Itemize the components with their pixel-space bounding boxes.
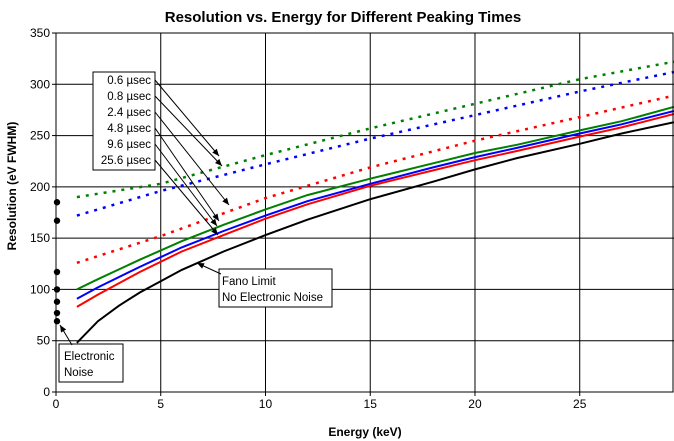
x-tick-label: 15	[364, 397, 378, 411]
electronic-noise-point	[53, 318, 61, 325]
series-line-4-8-sec	[76, 105, 674, 291]
electronic-noise-box	[58, 343, 124, 383]
electronic-noise-point	[53, 217, 61, 224]
peaking-time-arrow	[154, 95, 223, 167]
electronic-noise-point	[53, 268, 61, 276]
electronic-noise-point	[53, 199, 61, 206]
peaking-time-arrow-head	[222, 197, 229, 205]
electronic-noise-label: Electronic	[64, 351, 115, 363]
x-tick-label: 20	[468, 397, 482, 411]
peaking-time-label: 4.8 µsec	[107, 123, 151, 135]
peaking-time-arrow	[154, 159, 219, 236]
peaking-time-arrow-head	[211, 227, 218, 235]
tick-labels: 0 50 100 150 200 250 300 350 0 5 10 15 20 25	[30, 26, 587, 411]
series-line-25-6-sec	[76, 113, 674, 308]
peaking-time-label: 0.6 µsec	[107, 75, 151, 87]
peaking-time-arrow	[154, 143, 218, 227]
peaking-time-label: 25.6 µsec	[101, 155, 151, 167]
x-axis-title: Energy (keV)	[328, 425, 401, 439]
y-axis-title: Resolution (eV FWHM)	[5, 122, 19, 251]
y-tick-label: 250	[30, 129, 50, 143]
fano-limit-arrow-head	[197, 263, 205, 269]
electronic-noise-point	[53, 309, 61, 317]
peaking-time-label: 2.4 µsec	[107, 107, 151, 119]
y-tick-label: 100	[30, 282, 50, 296]
annotations: 0.6 µsec 0.8 µsec 2.4 µsec 4.8 µsec 9.6 µsec…	[58, 71, 333, 383]
y-tick-label: 350	[30, 26, 50, 40]
x-tick-label: 25	[573, 397, 587, 411]
electronic-noise-point	[53, 286, 61, 293]
series-line-9-6-sec	[76, 110, 674, 300]
peaking-time-arrow-head	[212, 148, 219, 156]
x-tick-label: 5	[157, 397, 164, 411]
peaking-time-arrow	[154, 111, 230, 206]
peaking-time-label: 0.8 µsec	[107, 91, 151, 103]
x-tick-label: 0	[53, 397, 60, 411]
noise-label: Noise	[64, 367, 93, 379]
y-tick-label: 200	[30, 180, 50, 194]
peaking-time-arrow-head	[212, 213, 219, 221]
fano-limit-label: Fano Limit	[222, 276, 276, 288]
peaking-time-box	[92, 71, 156, 171]
y-tick-label: 300	[30, 77, 50, 91]
peaking-time-arrow	[154, 79, 220, 157]
peaking-time-arrow-head	[214, 158, 222, 166]
peaking-time-label: 9.6 µsec	[107, 139, 151, 151]
y-tick-label: 0	[43, 385, 50, 399]
plot-frame	[55, 32, 674, 393]
no-electronic-noise-label: No Electronic Noise	[222, 292, 323, 304]
peaking-time-arrow	[154, 127, 220, 222]
x-tick-label: 10	[259, 397, 273, 411]
series-line-2-4-sec	[76, 94, 674, 264]
fano-limit-box	[218, 268, 333, 308]
series-layer	[53, 60, 674, 344]
electronic-noise-point	[53, 298, 61, 305]
y-tick-label: 50	[37, 334, 51, 348]
electronic-noise-arrow-head	[60, 325, 67, 333]
peaking-time-arrow-head	[210, 218, 217, 226]
y-tick-label: 150	[30, 231, 50, 245]
series-line-fano-limit	[76, 121, 674, 344]
chart-title: Resolution vs. Energy for Different Peak…	[165, 9, 521, 26]
